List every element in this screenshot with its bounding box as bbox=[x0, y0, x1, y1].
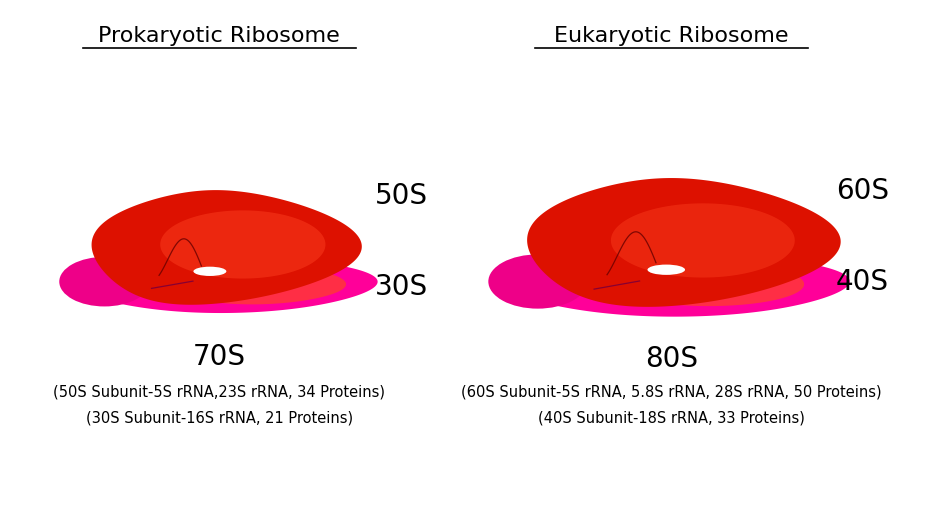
Polygon shape bbox=[611, 204, 795, 278]
Polygon shape bbox=[614, 263, 804, 306]
Text: Eukaryotic Ribosome: Eukaryotic Ribosome bbox=[554, 26, 789, 46]
Text: 80S: 80S bbox=[645, 345, 698, 373]
Text: 70S: 70S bbox=[193, 342, 246, 371]
Circle shape bbox=[60, 257, 150, 306]
Text: Prokaryotic Ribosome: Prokaryotic Ribosome bbox=[98, 26, 340, 46]
Polygon shape bbox=[61, 258, 378, 313]
Text: 60S: 60S bbox=[836, 177, 889, 205]
Text: (50S Subunit-5S rRNA,23S rRNA, 34 Proteins): (50S Subunit-5S rRNA,23S rRNA, 34 Protei… bbox=[53, 385, 385, 400]
Text: 30S: 30S bbox=[375, 273, 428, 301]
Polygon shape bbox=[158, 264, 346, 304]
Text: (30S Subunit-16S rRNA, 21 Proteins): (30S Subunit-16S rRNA, 21 Proteins) bbox=[86, 411, 353, 426]
Polygon shape bbox=[92, 190, 362, 305]
Polygon shape bbox=[160, 210, 326, 279]
Ellipse shape bbox=[648, 265, 685, 275]
Ellipse shape bbox=[193, 267, 226, 276]
Polygon shape bbox=[492, 255, 849, 317]
Text: 40S: 40S bbox=[836, 268, 889, 295]
Text: 50S: 50S bbox=[375, 183, 428, 210]
Polygon shape bbox=[527, 178, 841, 307]
Text: (60S Subunit-5S rRNA, 5.8S rRNA, 28S rRNA, 50 Proteins): (60S Subunit-5S rRNA, 5.8S rRNA, 28S rRN… bbox=[461, 385, 882, 400]
Text: (40S Subunit-18S rRNA, 33 Proteins): (40S Subunit-18S rRNA, 33 Proteins) bbox=[538, 411, 805, 426]
Circle shape bbox=[489, 254, 587, 309]
